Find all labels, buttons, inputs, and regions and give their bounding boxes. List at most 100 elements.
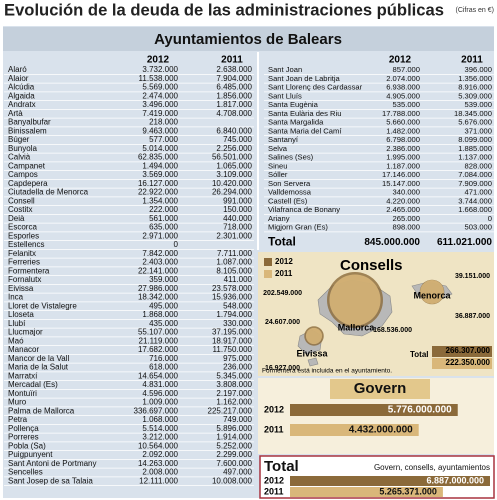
- cell-value: 1.794.000: [216, 310, 252, 319]
- cell-value: 9.463.000: [142, 126, 178, 135]
- cell-value: 497.000: [223, 468, 252, 477]
- cell-name: Estellencs: [8, 240, 44, 249]
- cell-name: Sant Josep de sa Talaia: [8, 476, 93, 485]
- cell-name: Pobla (Sa): [8, 441, 46, 450]
- cell-value: 4.905.000: [386, 91, 420, 100]
- cell-value: 14.654.000: [138, 371, 179, 380]
- cell-value: 2.638.000: [216, 65, 252, 74]
- cell-value: 225.217.000: [208, 406, 253, 415]
- cell-name: Deià: [8, 214, 25, 223]
- cell-value: 1.009.000: [142, 398, 178, 407]
- cell-value: 15.147.000: [382, 179, 420, 188]
- cell-name: Santa Maria del Camí: [268, 126, 342, 135]
- cell-value: 716.000: [149, 354, 178, 363]
- cell-name: Alcúdia: [8, 83, 35, 92]
- cell-name: Ariany: [268, 214, 290, 223]
- cell-value: 618.000: [149, 363, 178, 372]
- legend-label: 2012: [275, 257, 293, 266]
- cell-name: Migjorn Gran (Es): [268, 223, 328, 232]
- value-label: 168.536.000: [373, 327, 412, 334]
- total-label: Total: [410, 350, 429, 359]
- bar: [290, 476, 490, 486]
- cell-value: 11.538.000: [139, 74, 179, 83]
- cell-value: 55.107.000: [138, 328, 179, 337]
- consells-note: Formentera está incluida en el ayuntamie…: [262, 368, 392, 375]
- cell-name: Banyalbufar: [8, 118, 51, 127]
- value-label: 36.887.000: [455, 313, 490, 320]
- cell-value: 10.420.000: [212, 179, 253, 188]
- cell-name: Eivissa: [8, 284, 34, 293]
- cell-value: 27.986.000: [138, 284, 179, 293]
- cell-value: 236.000: [223, 363, 252, 372]
- cell-value: 2.197.000: [216, 389, 252, 398]
- table-header-bg: [3, 27, 494, 51]
- cell-value: 1.885.000: [458, 144, 492, 153]
- cell-value: 371.000: [465, 126, 492, 135]
- cell-value: 471.000: [465, 188, 492, 197]
- cell-value: 749.000: [223, 415, 252, 424]
- cell-value: 539.000: [465, 100, 492, 109]
- cell-value: 330.000: [223, 319, 252, 328]
- cell-value: 7.909.000: [458, 179, 492, 188]
- legend-swatch: [264, 270, 272, 278]
- cell-value: 3.732.000: [142, 65, 178, 74]
- bar-label: 4.432.000.000: [349, 425, 413, 436]
- cell-value: 411.000: [224, 275, 253, 284]
- cell-value: 5.309.000: [458, 91, 492, 100]
- table-title: Ayuntamientos de Balears: [154, 31, 342, 48]
- total-cell: 611.021.000: [437, 237, 492, 248]
- cell-value: 2.092.000: [142, 450, 178, 459]
- cell-value: 1.494.000: [142, 161, 178, 170]
- cell-value: 5.252.000: [216, 441, 252, 450]
- cell-value: 6.485.000: [216, 83, 252, 92]
- total-cell: Total: [268, 234, 296, 248]
- cell-value: 2.301.000: [216, 231, 252, 240]
- cell-value: 1.162.000: [216, 398, 252, 407]
- column-header: 2011: [461, 55, 483, 66]
- cell-value: 991.000: [223, 196, 252, 205]
- cell-value: 10.564.000: [138, 441, 179, 450]
- cell-value: 5.514.000: [142, 424, 178, 433]
- cell-value: 3.744.000: [458, 196, 492, 205]
- cell-value: 975.000: [223, 354, 252, 363]
- bar-label: 6.887.000.000: [426, 475, 484, 485]
- bubble: [420, 280, 444, 304]
- cell-value: 635.000: [149, 223, 178, 232]
- cell-value: 16.127.000: [138, 179, 179, 188]
- cell-value: 4.596.000: [142, 389, 178, 398]
- cell-value: 2.386.000: [386, 144, 420, 153]
- note: (Cifras en €): [455, 7, 494, 14]
- cell-name: Santa Margalida: [268, 118, 324, 127]
- cell-value: 8.916.000: [458, 83, 492, 92]
- cell-value: 11.750.000: [213, 345, 253, 354]
- cell-name: Costitx: [8, 205, 32, 214]
- cell-value: 7.904.000: [216, 74, 252, 83]
- cell-name: Santa Eulària des Riu: [268, 109, 341, 118]
- consells-title: Consells: [340, 257, 403, 274]
- cell-name: Pollença: [8, 424, 39, 433]
- cell-value: 56.501.000: [212, 153, 253, 162]
- cell-value: 718.000: [223, 223, 252, 232]
- cell-name: Porreres: [8, 433, 39, 442]
- cell-value: 2.465.000: [386, 205, 420, 214]
- cell-value: 1.668.000: [458, 205, 492, 214]
- cell-value: 4.831.000: [142, 380, 178, 389]
- cell-value: 26.294.000: [212, 188, 253, 197]
- total-subtitle: Govern, consells, ayuntamientos: [374, 463, 490, 472]
- total-title: Total: [264, 458, 299, 475]
- cell-value: 2.474.000: [142, 91, 178, 100]
- cell-name: Vilafranca de Bonany: [268, 205, 340, 214]
- cell-value: 37.195.000: [212, 328, 253, 337]
- cell-name: Muro: [8, 398, 27, 407]
- cell-value: 3.212.000: [142, 433, 178, 442]
- cell-value: 5.660.000: [386, 118, 420, 127]
- bar: [290, 424, 419, 436]
- cell-value: 17.682.000: [138, 345, 179, 354]
- cell-name: Algaida: [8, 91, 35, 100]
- cell-name: Sant Joan de Labritja: [268, 74, 341, 83]
- value-label: 39.151.000: [455, 273, 490, 280]
- cell-name: Artà: [8, 109, 23, 118]
- cell-name: Mancor de la Vall: [8, 354, 69, 363]
- year-label: 2012: [264, 404, 284, 414]
- cell-value: 4.708.000: [216, 109, 252, 118]
